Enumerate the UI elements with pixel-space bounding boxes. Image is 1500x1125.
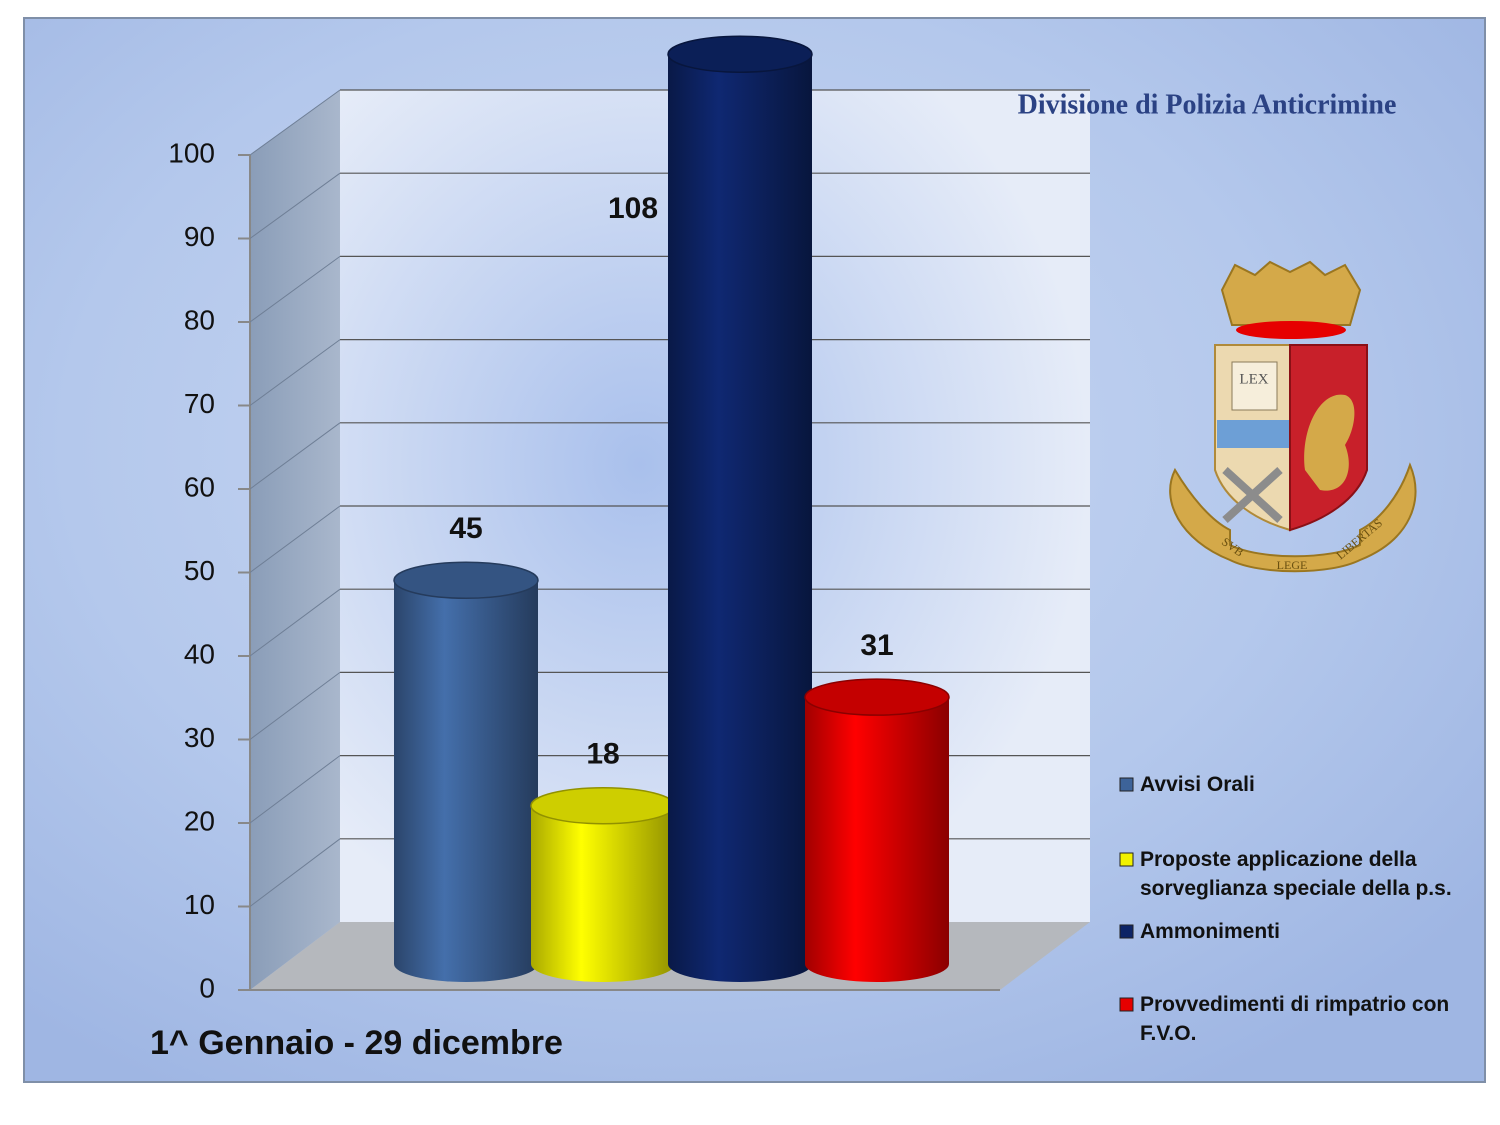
grid-line bbox=[249, 838, 341, 907]
y-tick-label: 60 bbox=[184, 471, 215, 502]
data-label: 31 bbox=[860, 629, 893, 662]
book bbox=[1231, 361, 1278, 411]
y-tick-label: 100 bbox=[168, 137, 215, 168]
chart-title: Divisione di Polizia Anticrimine bbox=[1018, 89, 1397, 120]
grid-line bbox=[249, 755, 341, 824]
y-tick-label: 0 bbox=[199, 972, 215, 1003]
grid-line bbox=[249, 255, 341, 323]
legend-swatch bbox=[1119, 852, 1134, 867]
bar bbox=[668, 54, 812, 982]
ribbon bbox=[1169, 462, 1417, 573]
y-tick-label: 10 bbox=[184, 889, 215, 920]
y-tick-label: 50 bbox=[184, 555, 215, 586]
bar bbox=[394, 580, 538, 982]
grid-line bbox=[249, 505, 341, 573]
data-label: 108 bbox=[608, 192, 658, 225]
shield-band bbox=[1217, 420, 1290, 448]
crown-band bbox=[1236, 321, 1346, 339]
logo: LEX SVB LEGE LIBERTAS bbox=[1169, 260, 1417, 573]
side-wall bbox=[250, 90, 340, 990]
lion bbox=[1304, 394, 1355, 491]
legend-label: Proposte applicazione della sorveglianza… bbox=[1140, 848, 1452, 900]
legend-label: Ammonimenti bbox=[1140, 920, 1281, 943]
y-tick-label: 90 bbox=[184, 221, 215, 252]
y-tick-label: 30 bbox=[184, 722, 215, 753]
grid-line bbox=[249, 422, 341, 490]
bar-top bbox=[530, 786, 676, 825]
legend-swatch bbox=[1119, 924, 1134, 939]
bar-top bbox=[667, 35, 813, 73]
crown bbox=[1220, 260, 1362, 326]
bar-top bbox=[804, 678, 950, 716]
grid-line bbox=[249, 172, 341, 239]
motto-2: LEGE bbox=[1277, 558, 1308, 572]
y-tick-label: 70 bbox=[184, 388, 215, 419]
y-tick-label: 20 bbox=[184, 805, 215, 836]
book-text: LEX bbox=[1239, 371, 1268, 387]
legend-label: Avvisi Orali bbox=[1140, 773, 1255, 796]
legend-swatch bbox=[1119, 997, 1134, 1012]
data-label: 45 bbox=[449, 512, 482, 545]
chart-subtitle: 1^ Gennaio - 29 dicembre bbox=[150, 1024, 563, 1062]
legend-swatch bbox=[1119, 777, 1134, 792]
legend-label: Provvedimenti di rimpatrio con F.V.O. bbox=[1140, 993, 1450, 1045]
grid-line bbox=[249, 588, 341, 657]
data-label: 18 bbox=[586, 738, 619, 771]
bar-top bbox=[393, 561, 539, 599]
y-tick-label: 40 bbox=[184, 638, 215, 669]
torches bbox=[1222, 467, 1283, 523]
grid-line bbox=[249, 339, 341, 406]
grid-line bbox=[249, 671, 341, 740]
grid-line bbox=[249, 89, 341, 156]
y-tick-label: 80 bbox=[184, 304, 215, 335]
bar bbox=[531, 805, 675, 982]
bar bbox=[805, 697, 949, 982]
